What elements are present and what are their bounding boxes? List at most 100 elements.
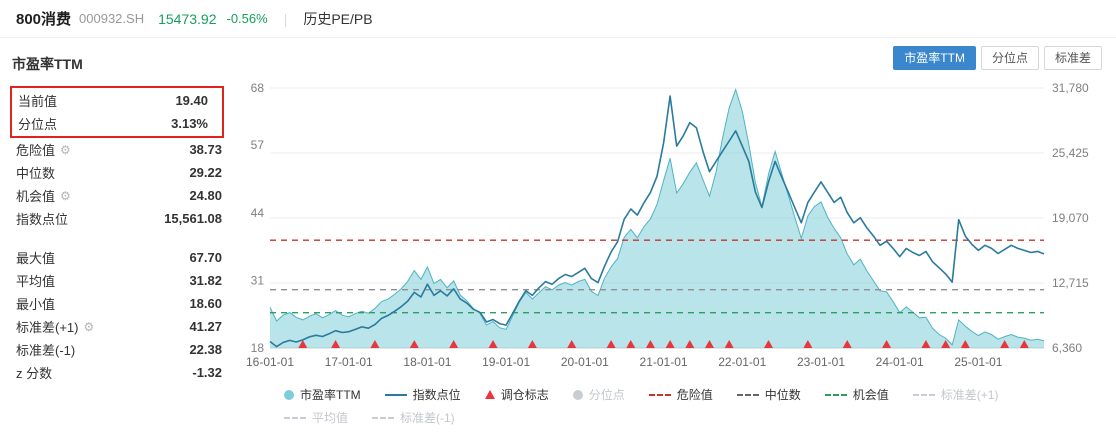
gear-icon[interactable]: ⚙ bbox=[60, 142, 71, 157]
left-axis-label: 44 bbox=[251, 206, 265, 220]
rebalance-marker-icon[interactable] bbox=[764, 340, 774, 348]
x-axis-label: 25-01-01 bbox=[954, 355, 1002, 369]
pe-ttm-line bbox=[269, 88, 1045, 346]
legend-item[interactable]: 调仓标志 bbox=[484, 386, 549, 403]
legend-item[interactable]: 分位点 bbox=[572, 386, 625, 403]
stat-row: 最大值 67.70 bbox=[10, 246, 238, 269]
legend-label: 市盈率TTM bbox=[300, 388, 361, 402]
legend-label: 机会值 bbox=[852, 388, 889, 402]
pe-ttm-button[interactable]: 市盈率TTM bbox=[893, 46, 976, 70]
stat-row: z 分数 -1.32 bbox=[10, 361, 238, 384]
legend-item[interactable]: 危险值 bbox=[648, 386, 713, 403]
right-axis-label: 19,070 bbox=[1052, 211, 1089, 225]
rebalance-marker-icon[interactable] bbox=[685, 340, 695, 348]
x-axis-label: 19-01-01 bbox=[482, 355, 530, 369]
rebalance-marker-icon[interactable] bbox=[941, 340, 951, 348]
index-price: 15473.92 bbox=[158, 10, 217, 27]
x-axis-label: 22-01-01 bbox=[718, 355, 766, 369]
left-axis-label: 31 bbox=[251, 273, 265, 287]
pe-chart[interactable]: 6,360 12,715 19,070 25,425 31,780 18 31 44 57 68 1… bbox=[238, 76, 1106, 382]
gear-icon[interactable]: ⚙ bbox=[60, 188, 71, 203]
x-axis-label: 20-01-01 bbox=[561, 355, 609, 369]
rebalance-marker-icon[interactable] bbox=[882, 340, 892, 348]
dashed-legend-icon bbox=[648, 393, 671, 396]
pe-ttm-area bbox=[270, 89, 1044, 348]
stat-row: 当前值 19.40 bbox=[12, 89, 222, 112]
rebalance-marker-icon[interactable] bbox=[803, 340, 813, 348]
index-points-line bbox=[269, 95, 1045, 348]
right-axis-label: 31,780 bbox=[1052, 81, 1089, 95]
right-axis-label: 12,715 bbox=[1052, 276, 1089, 290]
rebalance-marker-icon[interactable] bbox=[1019, 340, 1029, 348]
stat-label: 危险值 ⚙ bbox=[16, 142, 71, 159]
rebalance-marker-icon[interactable] bbox=[527, 340, 537, 348]
stat-value: 38.73 bbox=[189, 142, 222, 157]
stddev-button[interactable]: 标准差 bbox=[1043, 46, 1102, 70]
index-name: 800消费 bbox=[16, 11, 72, 28]
rebalance-marker-icon[interactable] bbox=[567, 340, 577, 348]
left-axis-label: 57 bbox=[251, 138, 265, 152]
rebalance-marker-icon[interactable] bbox=[704, 340, 714, 348]
legend-item[interactable]: 指数点位 bbox=[384, 386, 461, 403]
stat-label: 机会值 ⚙ bbox=[16, 188, 71, 205]
stat-row: 指数点位 15,561.08 bbox=[10, 207, 238, 230]
stat-value: 41.27 bbox=[189, 319, 222, 334]
triangle-legend-icon bbox=[484, 390, 495, 399]
left-axis-label: 18 bbox=[251, 341, 265, 355]
legend-label: 标准差(-1) bbox=[400, 411, 455, 425]
rebalance-marker-icon[interactable] bbox=[370, 340, 380, 348]
legend-row-1: 市盈率TTM 指数点位 调仓标志 分位点 危险值 中位数 机会值 标准差(+1) bbox=[238, 384, 1106, 405]
x-axis-label: 21-01-01 bbox=[640, 355, 688, 369]
rebalance-marker-icon[interactable] bbox=[298, 340, 308, 348]
rebalance-marker-icon[interactable] bbox=[1000, 340, 1010, 348]
stat-value: 24.80 bbox=[189, 188, 222, 203]
dashed-legend-icon bbox=[372, 416, 395, 419]
top-header: 800消费 000932.SH 15473.92 -0.56% | 历史PE/P… bbox=[0, 0, 1116, 38]
stat-value: 15,561.08 bbox=[164, 211, 222, 226]
rebalance-marker-icon[interactable] bbox=[921, 340, 931, 348]
main-content: 市盈率TTM 当前值 19.40 分位点 3.13% 危险值 ⚙ 38.73 中位数 29.2… bbox=[0, 38, 1116, 428]
legend-item[interactable]: 中位数 bbox=[736, 386, 801, 403]
percentile-button[interactable]: 分位点 bbox=[980, 46, 1039, 70]
stat-label: 分位点 bbox=[18, 117, 58, 132]
chart-mode-toggle: 市盈率TTM 分位点 标准差 bbox=[893, 46, 1102, 70]
x-axis-label: 17-01-01 bbox=[325, 355, 373, 369]
dashed-legend-icon bbox=[736, 393, 759, 396]
rebalance-marker-icon[interactable] bbox=[331, 340, 341, 348]
dashed-legend-icon bbox=[824, 393, 847, 396]
legend-label: 危险值 bbox=[676, 388, 713, 402]
x-axis-label: 23-01-01 bbox=[797, 355, 845, 369]
legend-item[interactable]: 平均值 bbox=[284, 409, 348, 426]
rebalance-marker-icon[interactable] bbox=[488, 340, 498, 348]
legend-label: 中位数 bbox=[764, 388, 801, 402]
legend-row-2: 平均值 标准差(-1) bbox=[238, 407, 1106, 428]
rebalance-marker-icon[interactable] bbox=[409, 340, 419, 348]
stat-label: 指数点位 bbox=[16, 212, 69, 227]
rebalance-marker-icon[interactable] bbox=[960, 340, 970, 348]
rebalance-marker-icon[interactable] bbox=[842, 340, 852, 348]
rebalance-marker-icon[interactable] bbox=[645, 340, 655, 348]
index-change: -0.56% bbox=[226, 11, 268, 26]
rebalance-marker-icon[interactable] bbox=[665, 340, 675, 348]
stat-value: -1.32 bbox=[192, 365, 222, 380]
stats-gap bbox=[10, 230, 238, 246]
legend-label: 分位点 bbox=[588, 388, 625, 402]
circle-legend-icon bbox=[284, 389, 294, 400]
stat-label: z 分数 bbox=[16, 366, 53, 381]
gear-icon[interactable]: ⚙ bbox=[83, 319, 95, 334]
rebalance-marker-icon[interactable] bbox=[449, 340, 459, 348]
legend-item[interactable]: 标准差(-1) bbox=[372, 409, 455, 426]
rebalance-marker-icon[interactable] bbox=[724, 340, 734, 348]
legend-item[interactable]: 标准差(+1) bbox=[912, 386, 998, 403]
line-legend-icon bbox=[384, 393, 407, 396]
legend-item[interactable]: 机会值 bbox=[824, 386, 889, 403]
legend-item[interactable]: 市盈率TTM bbox=[284, 386, 361, 403]
rebalance-marker-icon[interactable] bbox=[606, 340, 616, 348]
stat-value: 22.38 bbox=[189, 342, 222, 357]
stat-label: 当前值 bbox=[18, 94, 58, 109]
rebalance-marker-icon[interactable] bbox=[626, 340, 636, 348]
tab-history-pe-pb[interactable]: 历史PE/PB bbox=[303, 10, 373, 27]
stat-label: 平均值 bbox=[16, 274, 56, 289]
index-code: 000932.SH bbox=[79, 11, 145, 26]
highlight-box: 当前值 19.40 分位点 3.13% bbox=[10, 86, 224, 138]
